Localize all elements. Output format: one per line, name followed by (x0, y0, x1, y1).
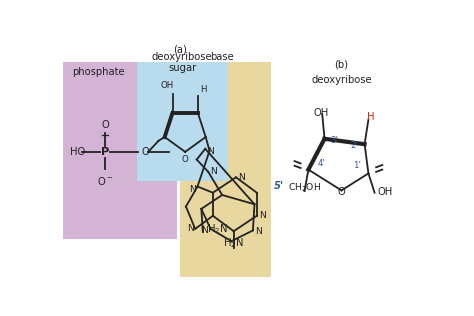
Text: H: H (367, 112, 374, 122)
Text: N: N (255, 228, 262, 236)
Text: (b): (b) (335, 59, 348, 70)
Text: O: O (337, 186, 346, 197)
Text: 4': 4' (318, 159, 326, 168)
Text: 3': 3' (331, 136, 339, 145)
Text: base: base (210, 52, 234, 62)
Text: H: H (200, 85, 207, 94)
Text: 2': 2' (350, 141, 358, 150)
Text: N: N (201, 226, 208, 235)
Text: P: P (101, 147, 109, 157)
Text: O: O (182, 155, 189, 164)
Text: (a): (a) (173, 44, 187, 54)
Bar (137, 62, 228, 181)
Text: O$^-$: O$^-$ (97, 175, 113, 187)
Bar (180, 62, 271, 277)
Text: deoxyribose: deoxyribose (311, 75, 372, 85)
Text: 5': 5' (273, 181, 284, 191)
Bar (63, 62, 177, 239)
Text: CH$_2$OH: CH$_2$OH (288, 182, 321, 194)
Text: N: N (210, 167, 217, 176)
Text: N: N (207, 147, 214, 156)
Text: OH: OH (378, 186, 393, 197)
Text: HO: HO (70, 147, 85, 157)
Text: N: N (259, 211, 266, 220)
Text: N: N (238, 173, 245, 182)
Text: OH: OH (161, 82, 174, 90)
Text: H$_2$N: H$_2$N (207, 222, 228, 236)
Text: N: N (189, 185, 196, 194)
Text: O: O (101, 120, 109, 130)
Text: O: O (141, 147, 149, 157)
Text: N: N (187, 224, 194, 234)
Text: 1': 1' (353, 161, 361, 170)
Text: H$_2$N: H$_2$N (223, 237, 244, 251)
Text: OH: OH (313, 108, 328, 118)
Text: deoxyribose
sugar: deoxyribose sugar (152, 52, 212, 73)
Text: phosphate: phosphate (73, 67, 125, 77)
